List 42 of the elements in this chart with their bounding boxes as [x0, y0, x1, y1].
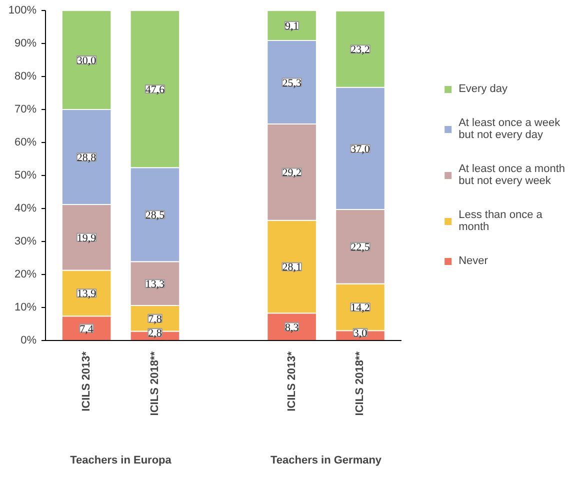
- data-label: 37,0: [350, 143, 370, 156]
- data-label: 13,3: [145, 278, 166, 291]
- y-tick-label: 10%: [14, 302, 37, 314]
- legend-label: At least once a week but not every day: [458, 117, 560, 141]
- data-label: 25,3: [282, 77, 302, 90]
- legend-label: Less than once a month: [458, 209, 542, 233]
- text: Teachers in Europa: [70, 454, 172, 466]
- legend-label: Every day: [458, 83, 508, 95]
- y-tick-label: 100%: [8, 4, 37, 16]
- data-label: 28,8: [76, 152, 97, 164]
- data-label: 13,9: [76, 288, 97, 300]
- x-tick-label: ICILS 2013*: [286, 350, 298, 412]
- y-tick-label: 40%: [14, 202, 37, 214]
- x-tick-label: ICILS 2018**: [148, 350, 161, 416]
- data-label: 28,1: [282, 262, 302, 274]
- y-tick-label: 90%: [14, 38, 37, 50]
- data-label: 7,8: [148, 313, 162, 326]
- x-tick-label: ICILS 2018**: [354, 350, 366, 416]
- data-label: 23,2: [350, 44, 370, 56]
- y-tick-label: 30%: [14, 236, 37, 248]
- y-tick-label: 50%: [14, 170, 37, 182]
- data-label: 3,0: [353, 328, 368, 340]
- x-tick-label: ICILS 2013*: [80, 350, 93, 412]
- data-label: 7,4: [80, 323, 94, 336]
- data-label: 29,2: [282, 167, 302, 180]
- data-label: 28,5: [145, 210, 166, 222]
- y-tick-label: 80%: [14, 70, 37, 82]
- data-label: 47,6: [145, 84, 166, 96]
- data-label: 14,2: [350, 302, 370, 314]
- y-tick-label: 60%: [14, 136, 37, 148]
- data-label: 30,0: [76, 55, 97, 67]
- y-tick-label: 20%: [14, 268, 37, 280]
- data-label: 22,5: [350, 242, 370, 254]
- legend-label: At least once a month but not every week: [458, 163, 565, 187]
- legend-label: Never: [458, 255, 488, 267]
- y-tick-label: 70%: [14, 104, 37, 116]
- text: Teachers in Germany: [270, 454, 382, 466]
- data-label: 2,8: [148, 328, 162, 340]
- data-label: 9,1: [284, 20, 299, 33]
- data-label: 8,3: [284, 322, 300, 334]
- data-label: 19,9: [76, 232, 97, 244]
- y-tick-label: 0%: [20, 334, 37, 346]
